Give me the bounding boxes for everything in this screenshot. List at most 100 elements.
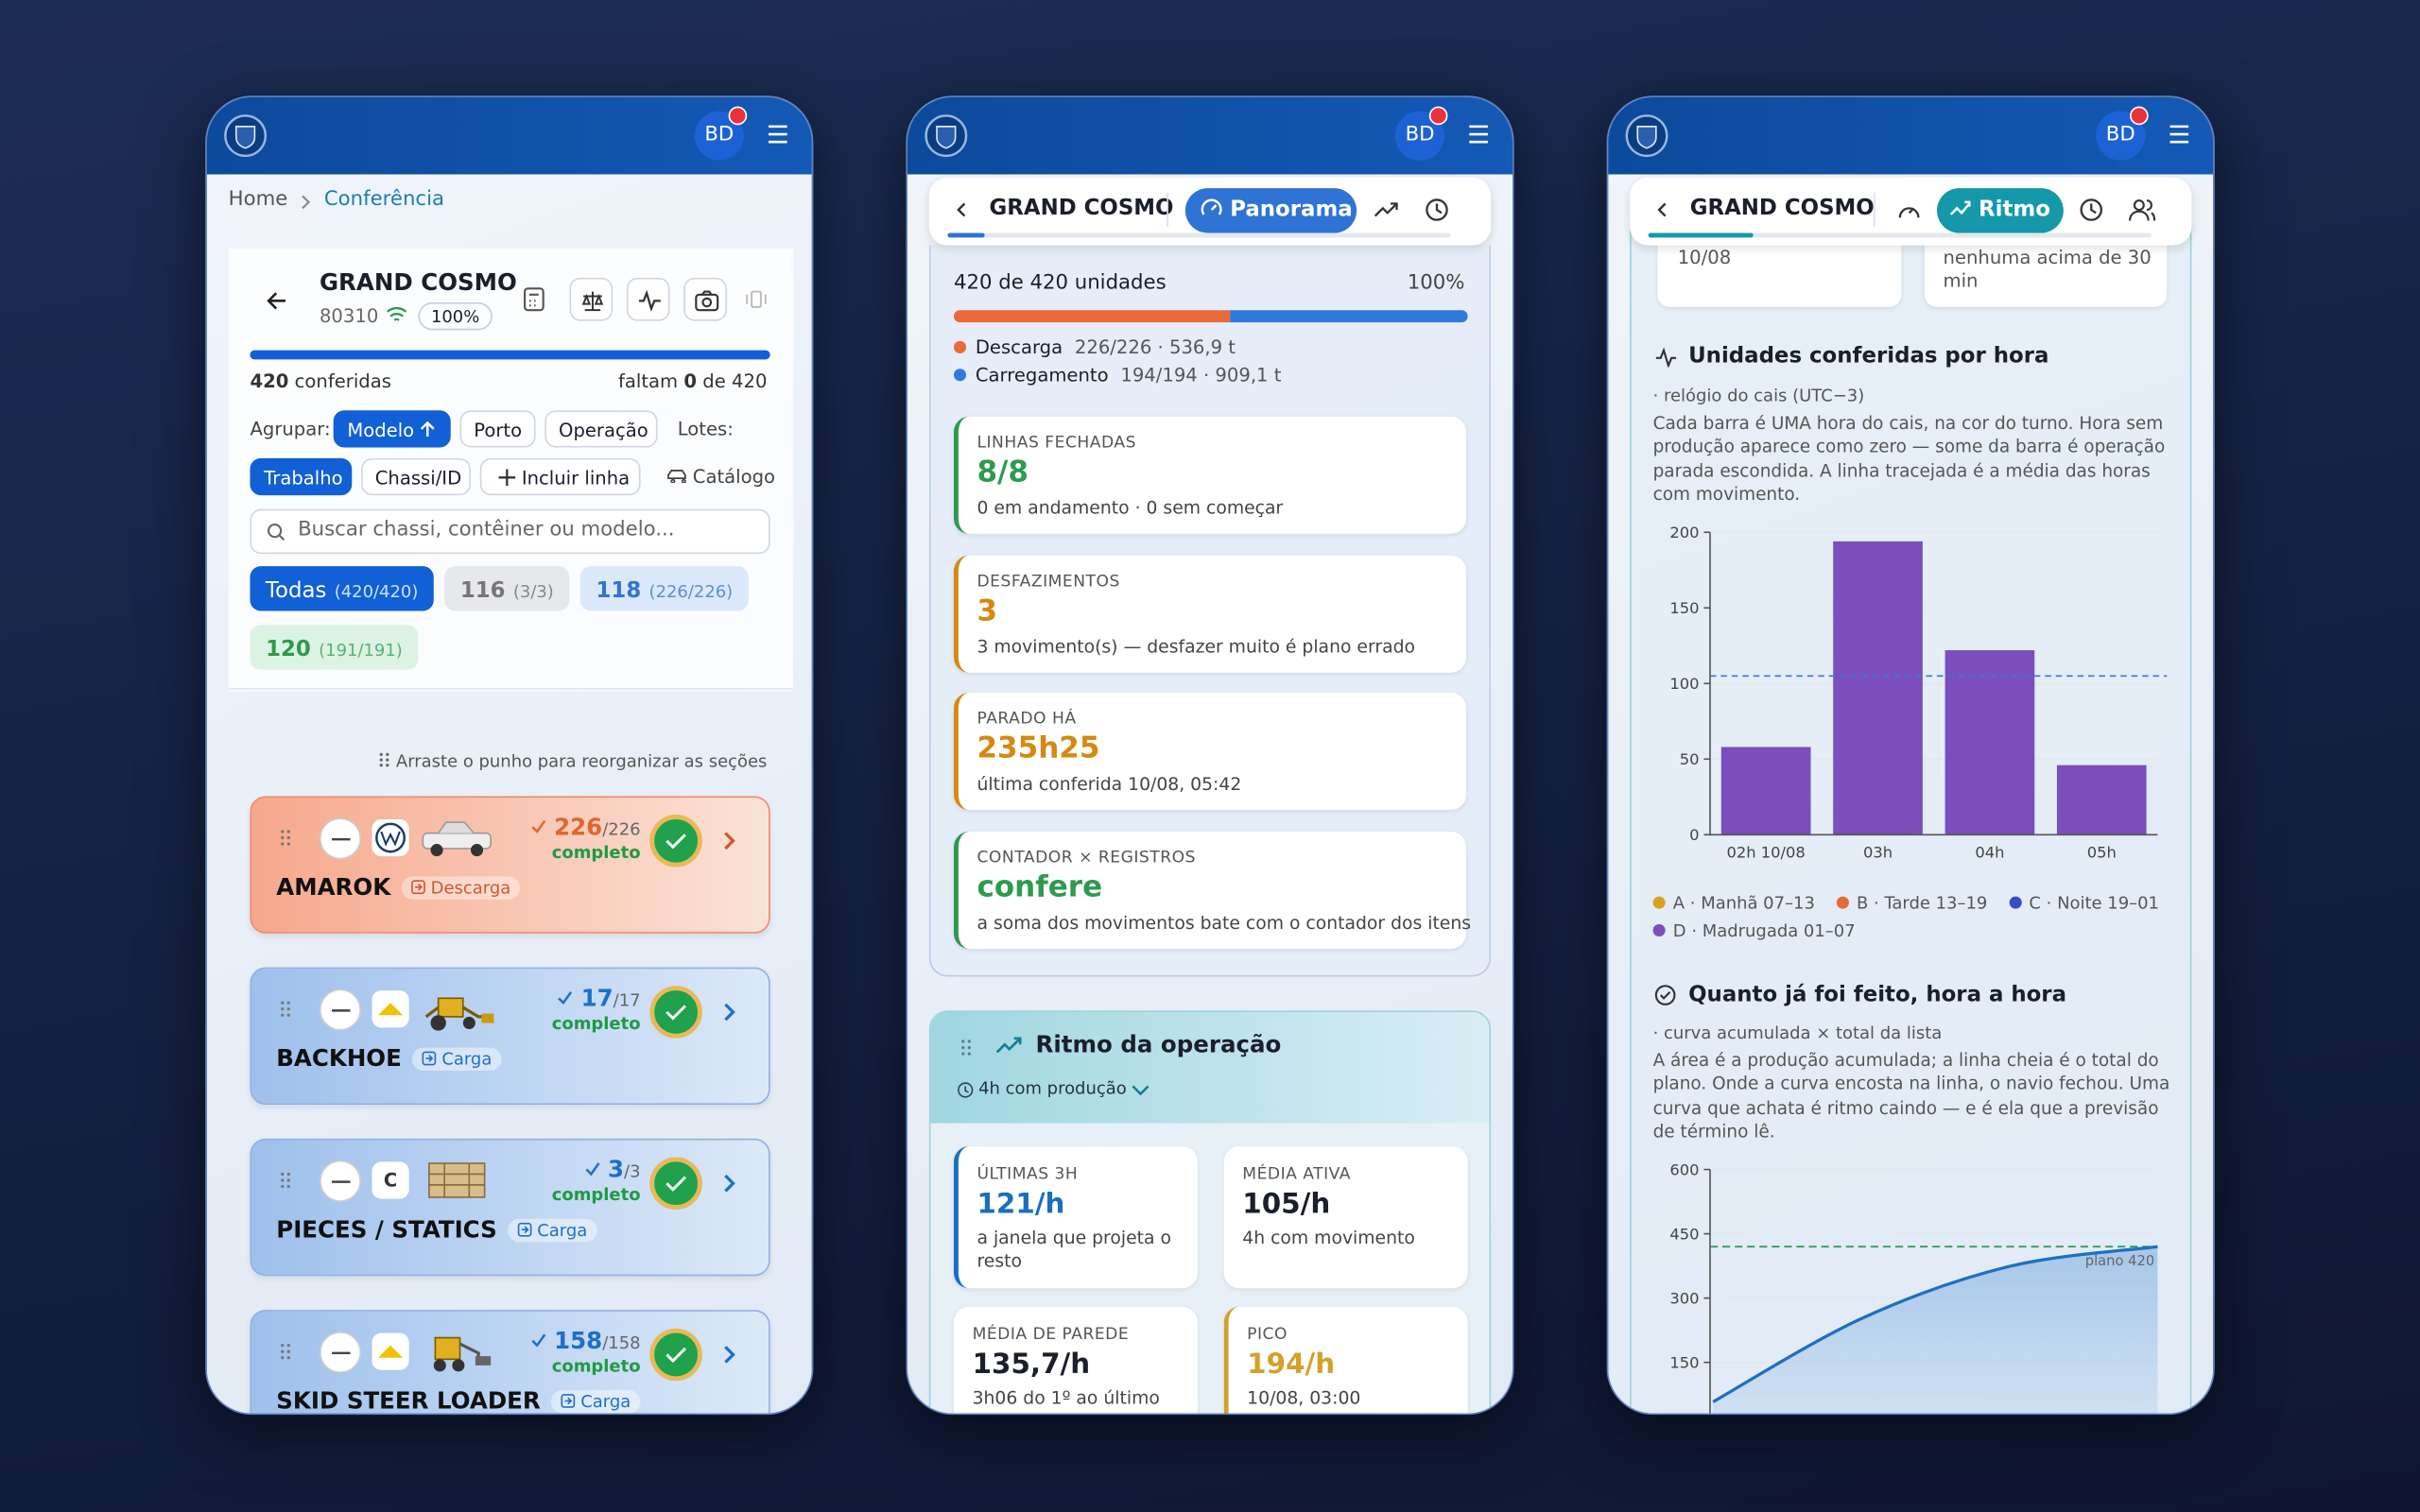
item-card[interactable]: C 3/3 completo PIECES / STATICS Carga bbox=[250, 1138, 770, 1277]
y-tick-label: 150 bbox=[1669, 599, 1699, 617]
done-button[interactable] bbox=[649, 815, 702, 868]
span: 120 bbox=[266, 637, 311, 662]
back-button[interactable] bbox=[954, 200, 969, 219]
group-modelo[interactable]: Modelo bbox=[333, 410, 451, 448]
progress-track bbox=[250, 350, 770, 360]
svg bbox=[332, 1009, 351, 1012]
open-button[interactable] bbox=[722, 830, 737, 851]
done-button[interactable] bbox=[649, 1328, 702, 1382]
g bbox=[379, 752, 389, 767]
menu-button[interactable] bbox=[2169, 125, 2190, 144]
action-incluir[interactable]: Incluir linha bbox=[479, 457, 641, 496]
span: Todas bbox=[265, 578, 327, 604]
path bbox=[377, 1003, 404, 1016]
tab-history[interactable] bbox=[1425, 198, 1449, 222]
filter-chip[interactable]: Todas (420/420) bbox=[250, 566, 434, 611]
action-chassi[interactable]: Chassi/ID bbox=[361, 457, 471, 496]
rect bbox=[751, 290, 762, 308]
span bbox=[2009, 896, 2022, 909]
tab-panorama[interactable]: Panorama bbox=[1184, 188, 1357, 233]
circle bbox=[281, 835, 285, 840]
open-button[interactable] bbox=[722, 1344, 737, 1366]
span: /158 bbox=[602, 1332, 641, 1353]
circle bbox=[281, 1356, 285, 1360]
b: SKID STEER LOADER bbox=[276, 1386, 541, 1416]
expand-button[interactable] bbox=[1132, 1085, 1150, 1097]
filter-chip[interactable]: 120 (191/191) bbox=[250, 625, 419, 670]
drag-handle[interactable] bbox=[280, 829, 292, 848]
plan-label: plano 420 bbox=[2085, 1253, 2154, 1269]
tab-history[interactable] bbox=[2079, 198, 2103, 222]
span bbox=[953, 340, 967, 353]
tab-ritmo[interactable]: Ritmo bbox=[1936, 188, 2064, 233]
circle bbox=[286, 835, 290, 840]
remove-button[interactable] bbox=[319, 817, 362, 860]
menu-button[interactable] bbox=[767, 125, 788, 144]
remove-button[interactable] bbox=[319, 1160, 362, 1202]
metric-card: LINHAS FECHADAS 8/8 0 em andamento · 0 s… bbox=[953, 416, 1467, 534]
bar bbox=[1945, 650, 2035, 835]
span: (420/420) bbox=[334, 581, 419, 602]
open-button[interactable] bbox=[722, 1173, 737, 1194]
done-button[interactable] bbox=[649, 986, 702, 1039]
search-box[interactable]: Buscar chassi, contêiner ou modelo... bbox=[250, 508, 770, 555]
circle bbox=[281, 842, 285, 846]
filter-chip[interactable]: 118 (226/226) bbox=[579, 566, 749, 611]
scale-button[interactable] bbox=[569, 277, 614, 321]
drag-handle[interactable] bbox=[280, 1342, 292, 1361]
item-card[interactable]: 226/226 completo AMAROK Descarga bbox=[250, 796, 770, 934]
drag-handle[interactable] bbox=[960, 1039, 973, 1057]
circle bbox=[379, 764, 384, 767]
phone-panorama: BD GRAND COSMO Panorama 420 de 420 unida… bbox=[906, 95, 1514, 1416]
item-card[interactable]: 17/17 completo BACKHOE Carga bbox=[250, 967, 770, 1105]
group-label: Agrupar: bbox=[250, 418, 331, 440]
back-button[interactable] bbox=[264, 288, 288, 313]
a: última conferida 10/08, 05:42 bbox=[977, 772, 1242, 795]
svg bbox=[667, 470, 686, 484]
item-count: 158/158 bbox=[530, 1325, 641, 1354]
svg bbox=[375, 822, 406, 853]
action-trabalho[interactable]: Trabalho bbox=[250, 457, 353, 496]
ritmo-title: Ritmo da operação bbox=[1035, 1030, 1282, 1058]
open-button[interactable] bbox=[722, 1002, 737, 1023]
calc-icon[interactable] bbox=[523, 287, 544, 312]
b: 420 bbox=[250, 369, 289, 392]
scroll-track bbox=[947, 232, 1451, 238]
b: 17 bbox=[580, 984, 614, 1013]
group-operacao[interactable]: Operação bbox=[544, 410, 658, 448]
back-button[interactable] bbox=[1654, 200, 1669, 219]
svg bbox=[561, 1394, 576, 1408]
filter-chip[interactable]: 116 (3/3) bbox=[444, 566, 570, 611]
drag-handle[interactable] bbox=[280, 1000, 292, 1019]
span: B · Tarde 13–19 bbox=[1856, 893, 1988, 914]
circle bbox=[281, 1344, 285, 1348]
drag-handle[interactable] bbox=[280, 1171, 292, 1190]
bar bbox=[1833, 541, 1923, 835]
tab-ritmo[interactable] bbox=[1374, 199, 1398, 221]
remove-button[interactable] bbox=[319, 988, 362, 1031]
tab-team[interactable] bbox=[2128, 198, 2156, 222]
camera-button[interactable] bbox=[683, 277, 727, 321]
span: 226/226 · 536,9 t bbox=[1074, 335, 1236, 358]
item-card[interactable]: 158/158 completo SKID STEER LOADER Carga bbox=[250, 1310, 770, 1416]
bar bbox=[2056, 765, 2147, 835]
vibrate-icon[interactable] bbox=[746, 288, 768, 310]
breadcrumb-home[interactable]: Home bbox=[228, 188, 288, 212]
menu-button[interactable] bbox=[1468, 125, 1490, 144]
b: 3 bbox=[608, 1155, 625, 1184]
svg bbox=[695, 290, 719, 312]
divider bbox=[1874, 193, 1876, 227]
path bbox=[558, 991, 573, 1005]
remove-button[interactable] bbox=[319, 1331, 362, 1374]
a: 3 bbox=[977, 593, 998, 627]
path bbox=[724, 832, 735, 850]
group-porto[interactable]: Porto bbox=[459, 410, 536, 448]
y-tick-label: 200 bbox=[1669, 524, 1699, 541]
action-catalogo[interactable]: Catálogo bbox=[666, 466, 775, 488]
breadcrumb-current: Conferência bbox=[323, 188, 444, 212]
tab-panorama[interactable] bbox=[1897, 199, 1922, 221]
pulse-button[interactable] bbox=[626, 277, 670, 321]
svg bbox=[531, 1333, 546, 1348]
logo bbox=[224, 114, 268, 158]
done-button[interactable] bbox=[649, 1157, 702, 1210]
